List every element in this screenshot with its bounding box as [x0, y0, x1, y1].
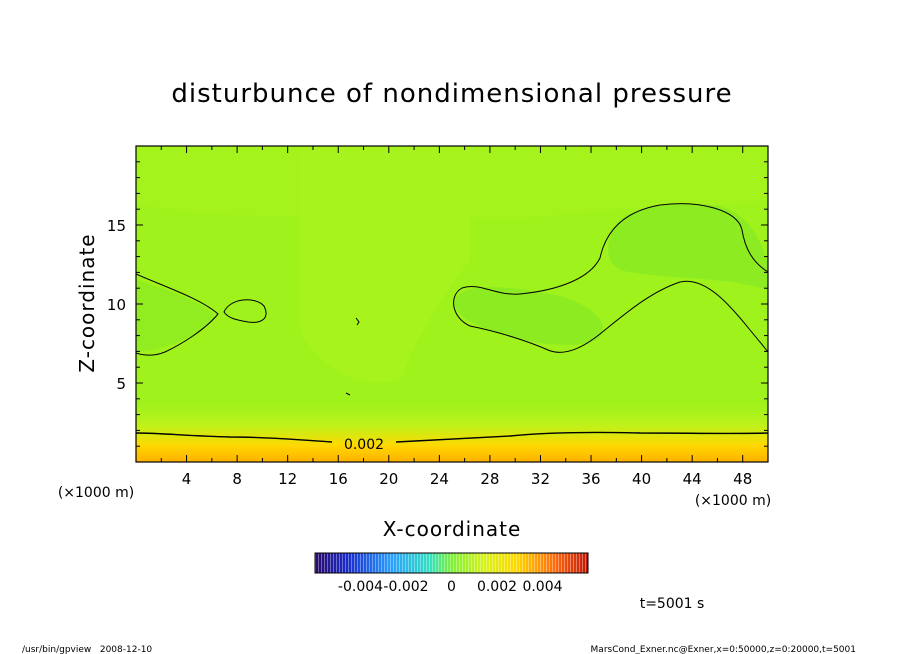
colorbar-tick-label: 0.004 — [522, 579, 562, 595]
field-lobe-right-upper — [608, 203, 768, 290]
y-tick-label: 15 — [107, 217, 126, 235]
time-label: t=5001 s — [640, 596, 705, 612]
colorbar-ticks: -0.004 -0.002 0 0.002 0.004 — [338, 579, 563, 595]
contour-label: 0.002 — [344, 437, 384, 453]
x-tick-label: 20 — [379, 470, 398, 488]
y-tick-label: 10 — [107, 296, 126, 314]
field-patch-top — [136, 146, 768, 219]
y-tick-label: 5 — [116, 375, 126, 393]
x-tick-label: 32 — [531, 470, 550, 488]
contour-left — [136, 273, 219, 356]
x-tick-label: 24 — [430, 470, 449, 488]
x-axis-ticks: 4 8 12 16 20 24 28 32 36 40 44 48 — [160, 146, 752, 488]
footer-right: MarsCond_Exner.nc@Exner,x=0:50000,z=0:20… — [591, 645, 856, 654]
x-unit-left: (×1000 m) — [58, 485, 134, 501]
x-tick-label: 44 — [683, 470, 702, 488]
contour-speck-2 — [345, 392, 351, 396]
colorbar-stripes — [315, 553, 588, 573]
contour-left-loop — [223, 299, 267, 323]
colorbar-frame — [314, 552, 589, 574]
x-tick-label: 28 — [480, 470, 499, 488]
colorbar-tick-label: -0.002 — [383, 579, 428, 595]
x-tick-label: 36 — [581, 470, 600, 488]
x-unit-right: (×1000 m) — [695, 493, 771, 509]
x-tick-label: 4 — [182, 470, 192, 488]
contour-speck-1 — [355, 317, 360, 326]
x-tick-label: 48 — [733, 470, 752, 488]
colorbar-tick-label: 0.002 — [477, 579, 517, 595]
colorbar-tick-label: 0 — [447, 579, 456, 595]
x-tick-label: 40 — [632, 470, 651, 488]
colorbar: -0.004 -0.002 0 0.002 0.004 — [314, 552, 589, 595]
x-tick-label: 8 — [232, 470, 242, 488]
contour-right — [453, 203, 768, 353]
contour-0002 — [136, 431, 768, 443]
y-axis-label: Z-coordinate — [75, 233, 99, 372]
x-axis-label: X-coordinate — [383, 517, 522, 541]
footer-left: /usr/bin/gpview 2008-12-10 — [22, 645, 152, 654]
field-lobe-left — [136, 280, 215, 352]
x-tick-label: 16 — [329, 470, 348, 488]
x-tick-label: 12 — [278, 470, 297, 488]
y-axis-ticks: 5 10 15 — [107, 161, 768, 447]
chart-title: disturbunce of nondimensional pressure — [171, 79, 732, 109]
plot-area — [136, 146, 768, 462]
field-bottom-band — [136, 395, 768, 462]
colorbar-tick-label: -0.004 — [338, 579, 383, 595]
